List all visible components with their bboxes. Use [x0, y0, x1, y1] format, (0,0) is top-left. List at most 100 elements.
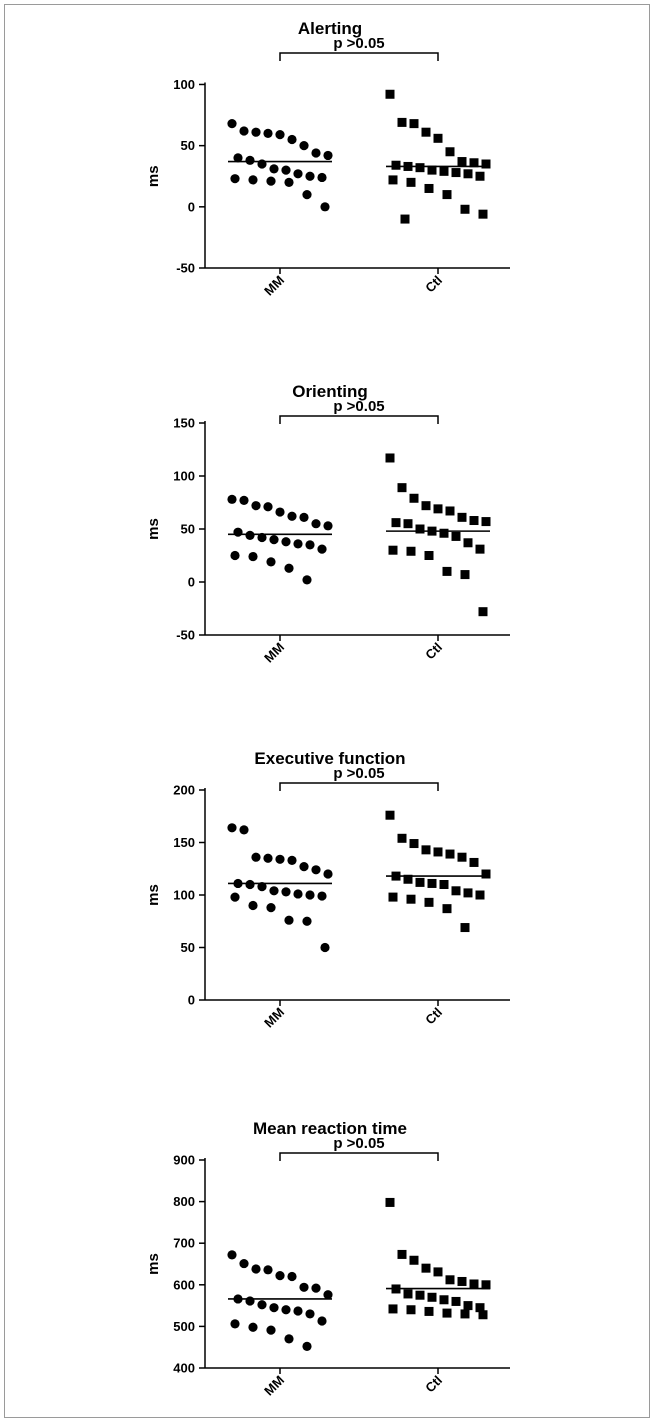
data-point-square: [415, 524, 425, 534]
data-point-circle: [266, 557, 276, 567]
data-point-square: [409, 119, 419, 129]
data-point-square: [478, 607, 488, 617]
data-point-square: [478, 209, 488, 219]
data-point-square: [427, 165, 437, 175]
data-point-square: [388, 175, 398, 185]
data-point-circle: [323, 869, 333, 879]
data-point-square: [475, 544, 485, 554]
data-point-circle: [269, 535, 279, 545]
data-point-square: [457, 157, 467, 167]
data-point-square: [385, 453, 395, 463]
x-tick-label: Ctl: [422, 640, 445, 663]
data-point-square: [433, 847, 443, 857]
data-point-square: [388, 545, 398, 555]
data-point-square: [406, 1305, 416, 1315]
significance-bracket: [279, 1152, 439, 1161]
data-point-square: [475, 1303, 485, 1313]
data-point-square: [460, 570, 470, 580]
y-tick-label: 100: [173, 77, 195, 92]
data-point-square: [427, 1292, 437, 1302]
data-point-square: [397, 1249, 407, 1259]
y-axis-label: ms: [145, 165, 162, 187]
data-point-square: [460, 204, 470, 214]
data-point-square: [469, 1279, 479, 1289]
data-point-square: [439, 880, 449, 889]
data-point-circle: [293, 539, 303, 549]
data-point-square: [457, 1276, 467, 1286]
chart-title: Orienting: [292, 382, 368, 401]
data-point-circle: [230, 892, 240, 902]
figure-frame: [4, 4, 650, 1418]
data-point-circle: [275, 507, 285, 517]
data-point-square: [445, 147, 455, 157]
data-point-circle: [263, 853, 273, 863]
data-point-circle: [317, 172, 327, 183]
data-point-square: [478, 1310, 488, 1320]
data-point-square: [442, 190, 452, 200]
data-point-square: [433, 1267, 443, 1277]
data-point-square: [388, 1304, 398, 1314]
data-point-circle: [281, 887, 291, 897]
data-point-circle: [248, 900, 258, 911]
data-point-square: [409, 839, 419, 849]
y-tick-label: 0: [188, 199, 195, 214]
data-point-circle: [257, 1300, 267, 1310]
p-value-annotation: p >0.05: [333, 398, 384, 415]
data-point-circle: [227, 823, 237, 833]
p-value-annotation: p >0.05: [333, 765, 384, 782]
x-tick-label: Ctl: [422, 1005, 445, 1028]
data-point-circle: [284, 915, 294, 925]
data-point-circle: [317, 1316, 327, 1326]
data-point-circle: [248, 551, 258, 562]
x-tick-label: MM: [261, 273, 287, 299]
data-point-square: [433, 504, 443, 514]
data-point-square: [445, 849, 455, 859]
data-point-square: [415, 1290, 425, 1300]
data-point-circle: [269, 1303, 279, 1313]
data-point-square: [409, 493, 419, 503]
significance-bracket: [279, 782, 439, 791]
data-point-circle: [239, 126, 249, 136]
data-point-circle: [245, 155, 255, 165]
data-point-square: [403, 1289, 413, 1299]
y-tick-label: 150: [173, 416, 195, 431]
data-point-circle: [281, 537, 291, 547]
data-point-square: [385, 1197, 395, 1207]
data-point-circle: [317, 544, 327, 554]
significance-bracket: [279, 52, 439, 61]
data-point-square: [409, 1255, 419, 1265]
data-point-square: [427, 526, 437, 536]
data-point-square: [400, 214, 410, 224]
chart-title: Executive function: [254, 749, 405, 768]
data-point-circle: [299, 512, 309, 522]
data-point-square: [427, 878, 437, 888]
data-point-circle: [299, 141, 309, 151]
chart-panel-3: Executive function 0 50 100 150 200 ms MM Ctl p >…: [145, 749, 510, 1030]
data-point-circle: [230, 1319, 240, 1329]
data-point-circle: [284, 1334, 294, 1344]
y-tick-label: 400: [173, 1361, 195, 1376]
y-tick-label: -50: [176, 628, 195, 643]
y-axis-label: ms: [145, 884, 162, 906]
data-point-circle: [311, 1283, 321, 1293]
data-point-square: [397, 117, 407, 127]
y-tick-label: 0: [188, 575, 195, 590]
y-tick-label: 100: [173, 469, 195, 484]
data-point-circle: [275, 1271, 285, 1281]
data-point-circle: [245, 530, 255, 540]
y-tick-label: 0: [188, 993, 195, 1008]
data-point-circle: [281, 1305, 291, 1315]
significance-bracket: [279, 415, 439, 424]
data-point-square: [457, 852, 467, 862]
data-point-square: [475, 890, 485, 900]
data-point-square: [406, 546, 416, 556]
data-point-square: [391, 518, 401, 528]
chart-title: Mean reaction time: [253, 1119, 407, 1138]
data-point-circle: [293, 1306, 303, 1316]
y-tick-label: 50: [181, 138, 195, 153]
chart-title: Alerting: [298, 19, 362, 38]
data-point-square: [442, 566, 452, 576]
data-point-square: [415, 163, 425, 173]
y-tick-label: 50: [181, 940, 195, 955]
